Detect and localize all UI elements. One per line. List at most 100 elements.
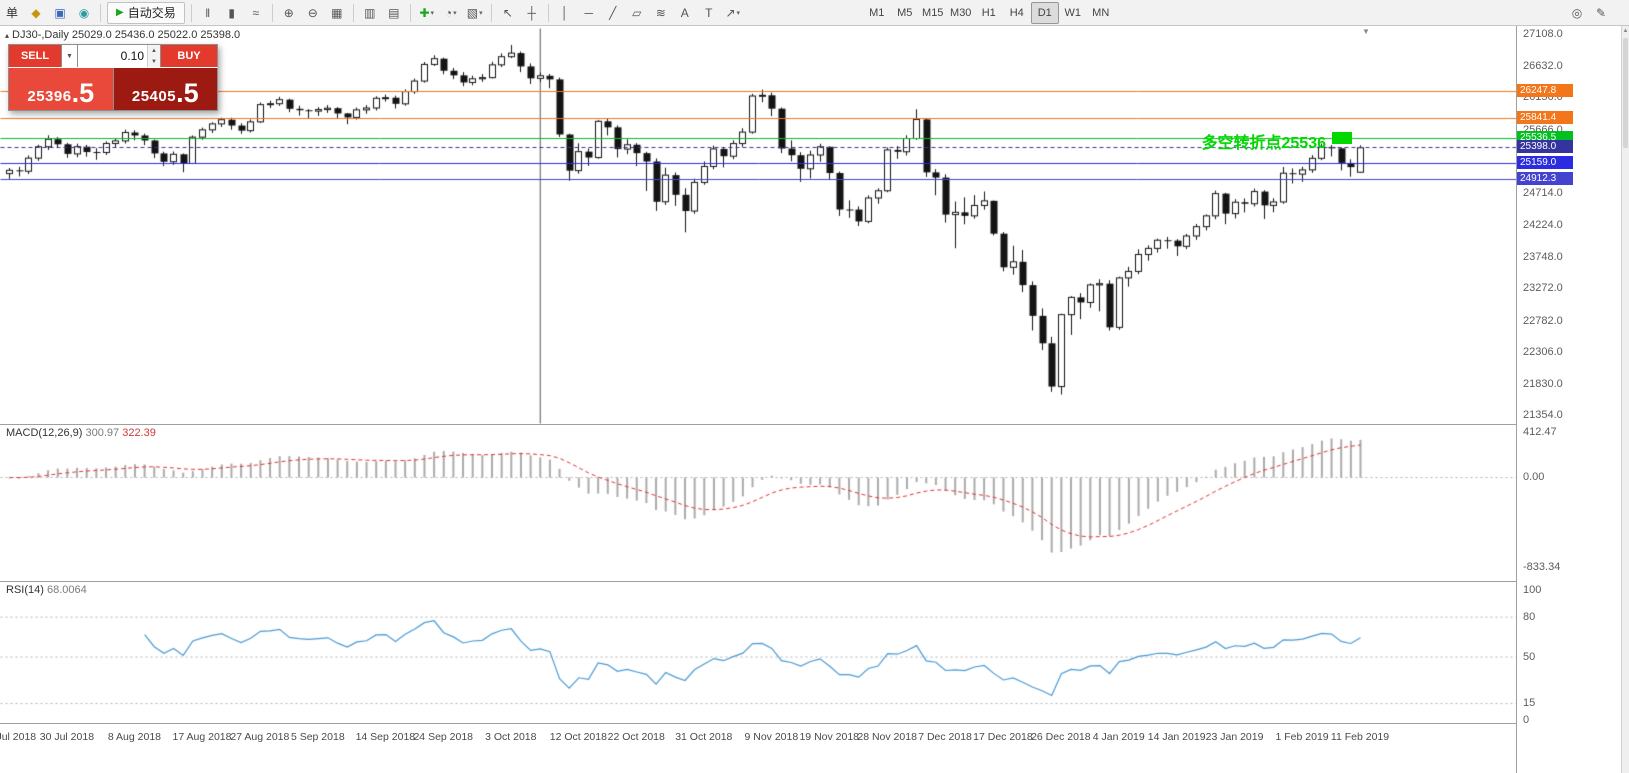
toolbar-left-group: ◆ ▣ ◉ ▶ 自动交易 ‖ ▮ ≈ ⊕ ⊖ ▦ ▥ ▤ ✚ ▾ ◔ ▾ ▧ ▾ ↖ ┼ │ ─ ╱ ▱ ≋ A T ↗ ▾ [24,1,745,24]
annotation-marker[interactable] [1332,132,1352,144]
line-chart-icon[interactable]: ≈ [252,5,260,20]
buy-price-main: 25405 [131,88,177,105]
rsi-label: RSI(14) 68.0064 [6,584,87,596]
toolbar-right-group: ◎ ✎ [1565,2,1613,24]
cascade-windows-icon[interactable]: ▤ [388,5,400,20]
crosshair-icon[interactable]: ┼ [527,5,536,20]
menu-label[interactable]: 单 [6,6,19,20]
profiles-icon[interactable]: ◉ [78,5,90,20]
timeframe-m15[interactable]: M15 [922,6,944,19]
date-axis-label: 5 Sep 2018 [290,731,345,743]
template-icon[interactable]: ▧ ▾ [466,5,483,20]
buy-price-button[interactable]: 25405.5 [113,68,217,110]
date-axis-label: 19 Nov 2018 [799,731,860,743]
candlestick-chart-icon[interactable]: ▮ [228,5,236,20]
text-icon[interactable]: A [680,5,689,20]
bar-chart-icon[interactable]: ‖ [205,5,211,20]
volume-spinner: ▲ ▼ [147,45,160,67]
date-axis-label: 14 Sep 2018 [355,731,416,743]
symbol-header: ▴ DJ30-,Daily 25029.0 25436.0 25022.0 253… [5,29,241,41]
symbol-collapse-icon[interactable]: ▴ [5,31,10,40]
price-axis-label: 24714.0 [1523,186,1563,199]
timeframe-m5[interactable]: M5 [897,6,913,19]
volume-down-icon[interactable]: ▼ [147,56,160,67]
timeframe-m1[interactable]: M1 [869,6,885,19]
new-order-icon[interactable]: ✚ ▾ [419,5,435,20]
macd-axis-label: 0.00 [1523,471,1545,483]
grid-icon[interactable]: ▦ [331,5,343,20]
buy-button[interactable]: BUY [161,45,217,67]
vertical-scrollbar[interactable]: ▲ [1621,26,1629,773]
date-axis-label: 8 Aug 2018 [107,731,161,743]
chart-canvas[interactable] [0,26,1516,723]
trade-row-top: SELL ▼ ▲ ▼ BUY [8,44,218,67]
panel-divider-rsi[interactable] [0,581,1629,582]
toolbar-separator [409,3,411,22]
price-axis[interactable]: 27108.0 26632.0 26156.0 25666.0 24714.0 24224… [1516,26,1622,773]
rsi-axis-label: 100 [1523,584,1542,596]
timeframe-w1[interactable]: W1 [1064,6,1081,19]
price-axis-label: 23748.0 [1523,250,1563,263]
play-icon: ▶ [116,7,124,18]
tile-windows-icon[interactable]: ▥ [364,5,376,20]
timeframe-h1[interactable]: H1 [981,6,996,19]
toolbar-separator [100,3,102,22]
scroll-up-icon[interactable]: ▲ [1622,28,1629,34]
label-icon[interactable]: T [705,5,713,20]
terminal-icon[interactable]: ◆ [31,5,41,20]
toolbar: 单 ◆ ▣ ◉ ▶ 自动交易 ‖ ▮ ≈ ⊕ ⊖ ▦ ▥ ▤ ✚ ▾ ◔ ▾ ▧ ▾ ↖ ┼ │ ─ ╱ ▱ ≋ A T ↗ ▾ M1 M5… [0,0,1629,26]
sell-button[interactable]: SELL [9,45,61,67]
volume-input[interactable] [78,45,160,67]
chart-shift-marker[interactable]: ▼ [1362,27,1370,36]
channel-icon[interactable]: ▱ [632,5,642,20]
annotation-text[interactable]: 多空转折点25536 [1201,135,1327,152]
scrollbar-thumb[interactable] [1623,38,1628,148]
date-axis-label: 28 Nov 2018 [857,731,917,743]
fibonacci-icon[interactable]: ≋ [655,5,666,20]
vertical-line-icon[interactable]: │ [560,5,569,20]
macd-axis-label: -833.34 [1523,561,1561,573]
one-click-trading-widget: SELL ▼ ▲ ▼ BUY 25396.5 25405.5 [8,44,218,111]
trendline-icon[interactable]: ╱ [609,5,617,20]
timeframe-d1[interactable]: D1 [1030,1,1059,24]
price-badge: 25159.0 [1517,156,1573,169]
sell-price-button[interactable]: 25396.5 [9,68,113,110]
chevron-down-icon: ▾ [479,9,483,17]
toolbar-separator [490,3,492,22]
auto-trading-button[interactable]: ▶ 自动交易 [107,1,185,24]
period-icon[interactable]: ◔ ▾ [444,5,457,20]
arrows-icon[interactable]: ↗ ▾ [725,5,741,20]
volume-dropdown-icon[interactable]: ▼ [62,45,77,67]
timeframe-group: M1 M5 M15 M30 H1 H4 D1 W1 MN [863,1,1115,24]
volume-field: ▲ ▼ [78,45,160,67]
panel-divider-macd[interactable] [0,424,1629,425]
sell-price-frac: .5 [71,78,95,108]
zoom-out-icon[interactable]: ⊖ [307,5,318,20]
horizontal-line-icon[interactable]: ─ [584,5,593,20]
zoom-in-icon[interactable]: ⊕ [283,5,294,20]
toolbar-separator [271,3,273,22]
volume-up-icon[interactable]: ▲ [147,45,160,56]
rsi-axis-label: 50 [1523,650,1536,663]
chevron-down-icon: ▾ [453,9,457,17]
cursor-icon[interactable]: ↖ [502,5,513,20]
edit-icon[interactable]: ✎ [1595,5,1607,20]
date-axis-label: 22 Oct 2018 [607,731,665,743]
price-badge: 26247.8 [1517,84,1573,97]
price-badge: 25398.0 [1517,140,1573,153]
search-icon[interactable]: ◎ [1571,5,1583,20]
timeframe-h4[interactable]: H4 [1009,6,1024,19]
rsi-axis-label: 80 [1523,610,1536,623]
date-axis-label: 1 Feb 2019 [1275,731,1329,743]
date-axis-label: 14 Jan 2019 [1147,731,1206,743]
new-chart-icon[interactable]: ▣ [54,5,66,20]
price-badge: 24912.3 [1517,172,1573,185]
date-axis-label: 11 Feb 2019 [1330,731,1390,743]
price-axis-label: 22782.0 [1523,314,1563,327]
date-axis-label: 12 Oct 2018 [549,731,607,743]
timeframe-m30[interactable]: M30 [950,6,972,19]
date-axis-label: 3 Oct 2018 [485,731,537,743]
timeframe-mn[interactable]: MN [1092,6,1110,19]
price-axis-label: 24224.0 [1523,219,1563,232]
price-axis-label: 22306.0 [1523,346,1563,359]
